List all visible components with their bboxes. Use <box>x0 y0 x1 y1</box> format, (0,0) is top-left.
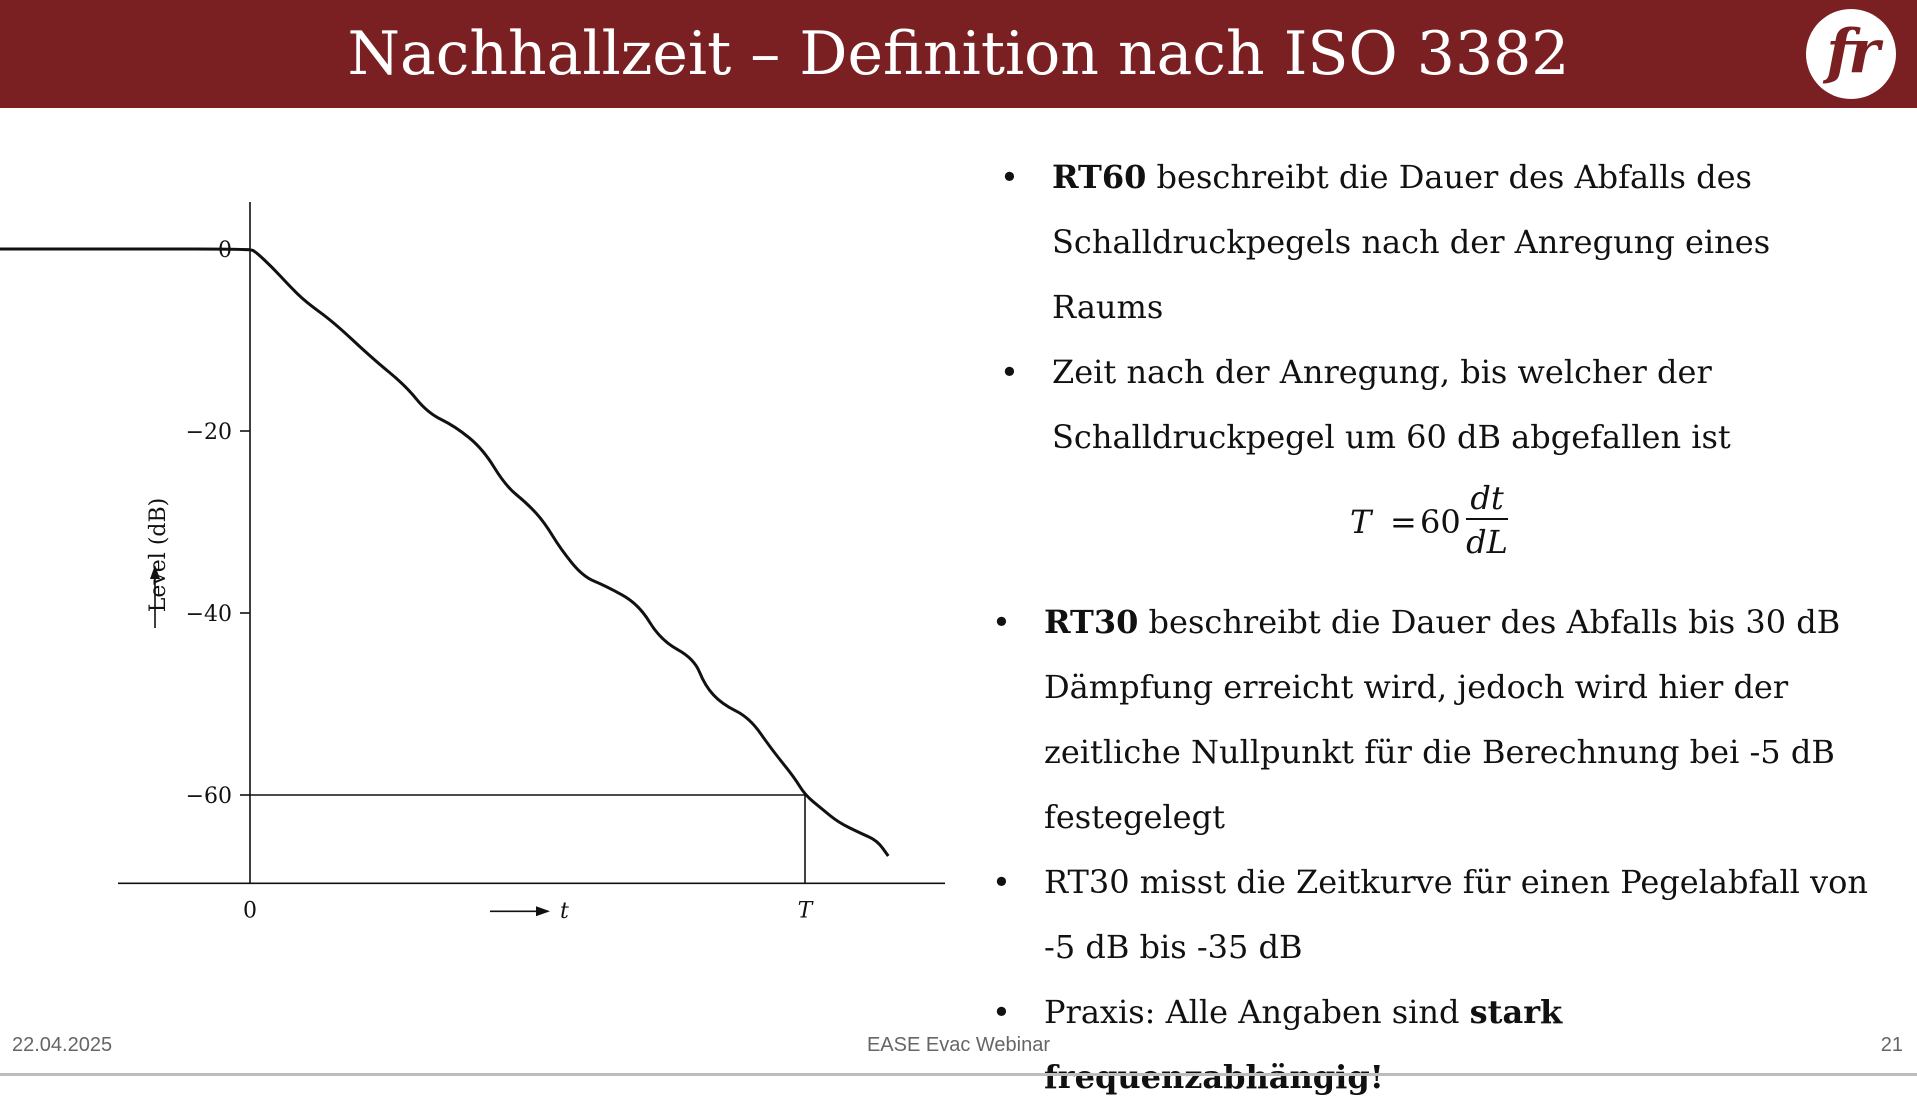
bullet-rt30-line4: festegelegt <box>1044 798 1225 836</box>
logo-text: fr <box>1826 17 1879 87</box>
bullet-rt60-text: beschreibt die Dauer des Abfalls des <box>1146 158 1752 196</box>
y-tick-label: −60 <box>186 784 232 809</box>
bullet-dot: • <box>992 603 1011 641</box>
footer-date: 22.04.2025 <box>12 1034 113 1056</box>
bullet-rt60-bold: RT60 <box>1052 158 1147 196</box>
bullet-praxis-text: Praxis: Alle Angaben sind <box>1044 993 1470 1031</box>
y-arrow-icon <box>150 565 160 579</box>
bullet-range-line2: -5 dB bis -35 dB <box>1044 928 1303 966</box>
bullet-list: • RT60 beschreibt die Dauer des Abfalls … <box>992 145 1880 1110</box>
fraction-denominator: dL <box>1466 523 1508 561</box>
bullet-time-line2: Schalldruckpegel um 60 dB abgefallen ist <box>1052 418 1731 456</box>
fr-logo: fr <box>1806 9 1896 99</box>
title-bar: Nachhallzeit – Definition nach ISO 3382 … <box>0 0 1917 108</box>
x-tick-label: 0 <box>243 898 257 923</box>
bullet-time-line1: Zeit nach der Anregung, bis welcher der <box>1052 353 1712 391</box>
footer-event: EASE Evac Webinar <box>866 1034 1051 1056</box>
slide-title: Nachhallzeit – Definition nach ISO 3382 <box>347 19 1570 89</box>
bullet-dot: • <box>1000 158 1019 196</box>
bullet-rt30-line3: zeitliche Nullpunkt für die Berechnung b… <box>1044 733 1835 771</box>
formula-lhs: T <box>1350 503 1372 541</box>
decay-curve <box>0 247 890 857</box>
y-tick-label: −40 <box>186 602 232 627</box>
bullet-rt30-bold: RT30 <box>1044 603 1139 641</box>
y-tick-label: −20 <box>186 420 232 445</box>
x-arrow-icon <box>536 906 550 917</box>
y-axis-label: Level (dB) <box>146 498 171 613</box>
x-tick-label: T <box>798 898 815 923</box>
bullet-rt60-line2: Schalldruckpegels nach der Anregung eine… <box>1052 223 1771 326</box>
bullet-dot: • <box>992 863 1011 901</box>
bullet-dot: • <box>992 993 1011 1031</box>
bullet-rt30-range: • RT30 misst die Zeitkurve für einen Peg… <box>992 850 1880 980</box>
fraction-numerator: dt <box>1466 478 1508 520</box>
formula-number: 60 <box>1420 503 1461 541</box>
bullet-range-line1: RT30 misst die Zeitkurve für einen Pegel… <box>1044 863 1868 901</box>
x-axis-label: t <box>560 899 569 924</box>
reverberation-chart: 0−20−40−600 T Level (dB) t <box>0 202 945 924</box>
bullet-rt30: • RT30 beschreibt die Dauer des Abfalls … <box>992 590 1880 850</box>
bullet-rt60: • RT60 beschreibt die Dauer des Abfalls … <box>1000 145 1880 340</box>
bullet-dot: • <box>1000 353 1019 391</box>
bullet-time-definition: • Zeit nach der Anregung, bis welcher de… <box>1000 340 1880 470</box>
bullet-rt30-text: beschreibt die Dauer des Abfalls bis 30 … <box>1138 603 1841 641</box>
formula: T = 60 dt dL <box>1000 470 1880 590</box>
formula-fraction: dt dL <box>1466 478 1508 564</box>
page-number: 21 <box>1880 1034 1903 1056</box>
bullet-rt30-line2: Dämpfung erreicht wird, jedoch wird hier… <box>1044 668 1789 706</box>
formula-equals: = <box>1390 503 1417 541</box>
bottom-divider <box>0 1073 1917 1076</box>
